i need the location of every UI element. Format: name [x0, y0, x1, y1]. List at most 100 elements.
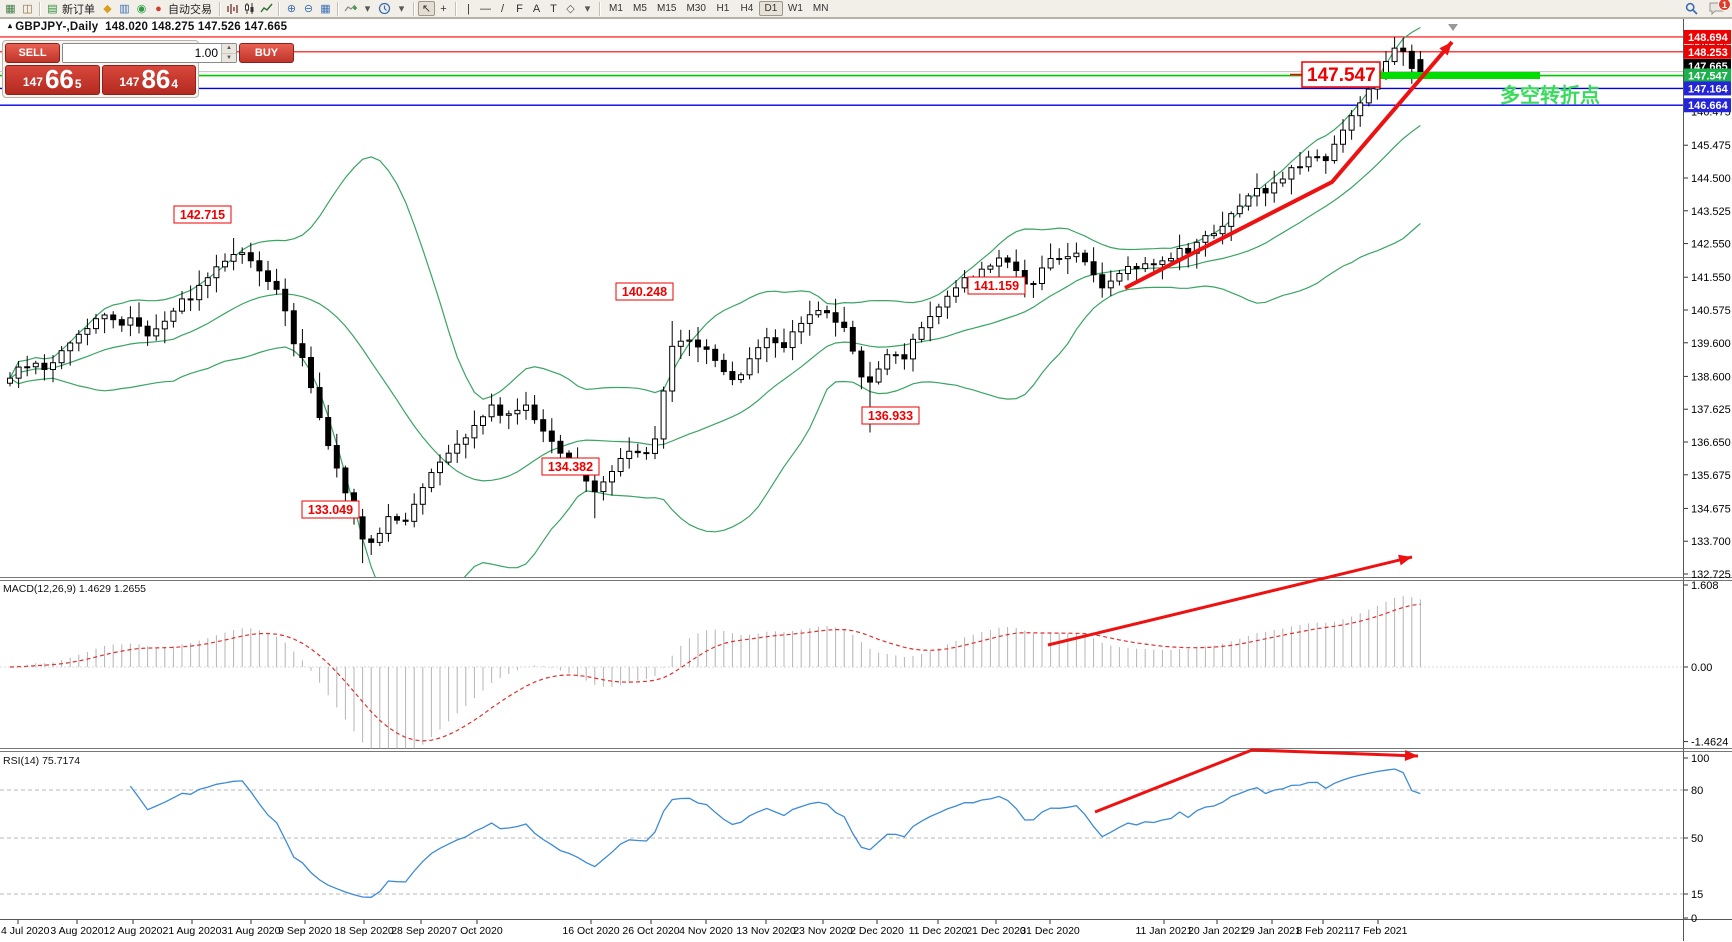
buy-button[interactable]: BUY — [239, 43, 294, 63]
swing-price-label: 140.248 — [615, 282, 674, 301]
bollinger-middle-line — [9, 125, 1421, 482]
turning-point-text: 多空转折点 — [1500, 83, 1600, 107]
horizontal-line-icon[interactable]: — — [480, 3, 491, 15]
sell-price-display[interactable]: 147 66 5 — [5, 65, 100, 95]
chart-window-title: ▴ GBPJPY-,Daily 148.020 148.275 147.526 1… — [8, 21, 287, 33]
price-axis: 148.425146.475145.475144.500143.525142.5… — [1684, 29, 1731, 925]
buy-price-display[interactable]: 147 86 4 — [101, 65, 196, 95]
svg-text:18 Sep 2020: 18 Sep 2020 — [334, 925, 394, 937]
macd-indicator-header: MACD(12,26,9) 1.4629 1.2655 — [3, 583, 147, 595]
svg-text:0.00: 0.00 — [1691, 662, 1712, 674]
period-caret-icon[interactable]: ▾ — [398, 3, 405, 15]
autotrade-label[interactable]: 自动交易 — [168, 3, 212, 16]
rsi-indicator-header: RSI(14) 75.7174 — [3, 755, 81, 767]
svg-text:9 Sep 2020: 9 Sep 2020 — [278, 925, 332, 937]
new-order-label[interactable]: 新订单 — [62, 3, 95, 16]
volume-decrease-button[interactable]: ▼ — [222, 53, 236, 62]
svg-text:1.608: 1.608 — [1691, 580, 1719, 592]
swing-price-label: 141.159 — [967, 276, 1026, 295]
svg-text:0: 0 — [1691, 913, 1697, 925]
svg-text:21 Dec 2020: 21 Dec 2020 — [966, 925, 1026, 937]
tf-d1-button[interactable]: D1 — [758, 1, 783, 16]
toolbar-separator — [219, 1, 221, 16]
history-center-icon[interactable]: ◆ — [103, 3, 112, 15]
indicator-caret-icon[interactable]: ▾ — [364, 3, 371, 15]
svg-text:26 Oct 2020: 26 Oct 2020 — [622, 925, 679, 937]
bar-chart-icon[interactable] — [224, 1, 241, 16]
notification-badge: 1 — [1718, 0, 1731, 11]
buy-price-handle: 147 — [119, 75, 140, 89]
search-icon[interactable] — [1683, 1, 1700, 16]
volume-input[interactable] — [63, 44, 221, 62]
svg-text:-1.4624: -1.4624 — [1691, 737, 1728, 749]
text-tool-icon[interactable]: A — [532, 3, 541, 15]
sell-price-pips: 66 — [44, 64, 74, 94]
chart-shift-marker — [1448, 24, 1458, 31]
svg-text:31 Dec 2020: 31 Dec 2020 — [1020, 925, 1080, 937]
svg-text:20 Jan 2021: 20 Jan 2021 — [1188, 925, 1246, 937]
sell-button[interactable]: SELL — [5, 43, 60, 63]
fibonacci-icon[interactable]: F — [516, 3, 523, 15]
swing-price-label: 134.382 — [541, 457, 600, 476]
trendline-icon[interactable]: / — [500, 3, 505, 15]
svg-text:147.164: 147.164 — [1688, 83, 1729, 95]
symbol-marker-icon: ▴ — [8, 21, 13, 30]
tf-mn-button[interactable]: MN — [812, 3, 829, 14]
tf-m1-button[interactable]: M1 — [609, 3, 623, 14]
shapes-caret-icon[interactable]: ▾ — [584, 3, 591, 15]
svg-text:21 Aug 2020: 21 Aug 2020 — [163, 925, 222, 937]
volume-increase-button[interactable]: ▲ — [222, 44, 236, 54]
tf-m30-button[interactable]: M30 — [686, 3, 706, 14]
terminal-icon[interactable]: ▥ — [119, 3, 130, 15]
add-indicator-icon[interactable] — [342, 1, 359, 16]
zoom-in-icon[interactable]: ⊕ — [286, 3, 297, 15]
vertical-line-icon[interactable]: | — [467, 3, 470, 15]
swing-price-label: 142.715 — [173, 205, 232, 224]
toolbar-separator — [278, 1, 280, 16]
line-chart-icon[interactable] — [258, 1, 275, 16]
svg-text:15: 15 — [1691, 889, 1703, 901]
svg-text:141.159: 141.159 — [974, 279, 1019, 293]
new-order-icon[interactable]: ▤ — [47, 3, 58, 15]
svg-text:16 Oct 2020: 16 Oct 2020 — [562, 925, 619, 937]
tf-h1-button[interactable]: H1 — [716, 3, 730, 14]
new-chart-icon[interactable]: ▦ — [5, 3, 16, 15]
rsi-line — [129, 768, 1421, 898]
svg-text:148.694: 148.694 — [1688, 32, 1729, 44]
cursor-icon[interactable]: ↖ — [418, 1, 435, 16]
svg-text:2 Dec 2020: 2 Dec 2020 — [850, 925, 904, 937]
news-feed-icon[interactable]: ◉ — [136, 3, 147, 15]
autotrade-icon[interactable]: ● — [155, 3, 162, 15]
svg-text:4 Jul 2020: 4 Jul 2020 — [1, 925, 50, 937]
notifications-chat-icon[interactable]: 1 — [1706, 0, 1731, 16]
svg-text:8 Feb 2021: 8 Feb 2021 — [1296, 925, 1349, 937]
shapes-icon[interactable]: ◇ — [566, 3, 575, 15]
axis-price-flag — [1684, 81, 1731, 96]
tile-windows-icon[interactable]: ▦ — [320, 3, 331, 15]
tf-m5-button[interactable]: M5 — [633, 3, 647, 14]
label-tool-icon[interactable]: T — [550, 3, 557, 15]
svg-text:23 Nov 2020: 23 Nov 2020 — [793, 925, 853, 937]
timeframe-toolbar: M1 M5 M15 M30 H1 H4 D1 W1 MN — [604, 1, 833, 16]
profiles-icon[interactable]: ◫ — [22, 3, 33, 15]
toolbar-separator — [39, 1, 41, 16]
tf-m15-button[interactable]: M15 — [657, 3, 677, 14]
swing-price-label: 133.049 — [301, 500, 360, 519]
svg-text:100: 100 — [1691, 753, 1709, 765]
candle-chart-icon[interactable] — [241, 1, 258, 16]
zoom-out-icon[interactable]: ⊖ — [303, 3, 314, 15]
svg-text:143.525: 143.525 — [1691, 206, 1731, 218]
period-clock-icon[interactable] — [376, 1, 393, 16]
svg-text:7 Oct 2020: 7 Oct 2020 — [451, 925, 503, 937]
svg-text:135.675: 135.675 — [1691, 470, 1731, 482]
toolbar-separator — [413, 1, 415, 16]
svg-text:4 Nov 2020: 4 Nov 2020 — [679, 925, 733, 937]
svg-text:147.547: 147.547 — [1688, 71, 1728, 83]
tf-w1-button[interactable]: W1 — [787, 3, 803, 14]
level-price-label: 147.547 — [1307, 65, 1376, 86]
tf-h4-button[interactable]: H4 — [740, 3, 754, 14]
svg-text:133.700: 133.700 — [1691, 536, 1731, 548]
crosshair-icon[interactable]: + — [440, 3, 447, 15]
bollinger-bands — [9, 26, 1421, 578]
macd-trend-arrow — [1047, 555, 1413, 647]
